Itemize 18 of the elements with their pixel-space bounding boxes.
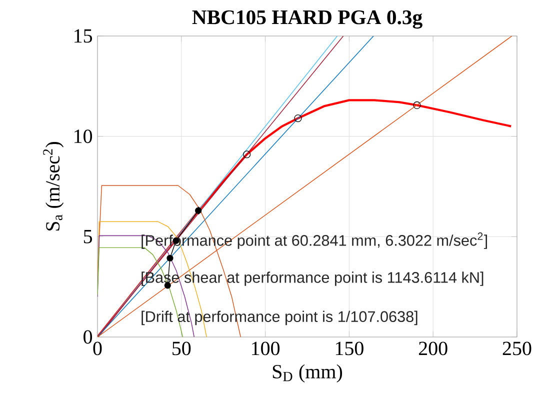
x-tick-label: 250 (502, 342, 532, 356)
x-tick-label: 0 (93, 342, 102, 356)
y-tick-label: 10 (74, 130, 92, 144)
y-tick-label: 15 (74, 29, 92, 43)
point (243, 150, 251, 158)
line-series (98, 99, 512, 337)
x-axis-title: S$_{D}$ (mm) (272, 364, 342, 382)
point (166, 254, 174, 262)
point (413, 101, 421, 110)
x-tick-label: 200 (418, 342, 448, 356)
x-tick-label: 100 (252, 342, 280, 356)
y-tick-label: 0 (84, 330, 92, 344)
x-tick-label: 50 (172, 342, 191, 356)
x-tick-label: 150 (336, 342, 364, 356)
y-tick-label: 5 (84, 230, 92, 244)
chart-title: NBC105 HARD PGA 0.3g (192, 10, 422, 29)
y-axis-title: S$_{a}$ (m/sec$^{2}$) (43, 142, 64, 230)
point (294, 114, 302, 122)
